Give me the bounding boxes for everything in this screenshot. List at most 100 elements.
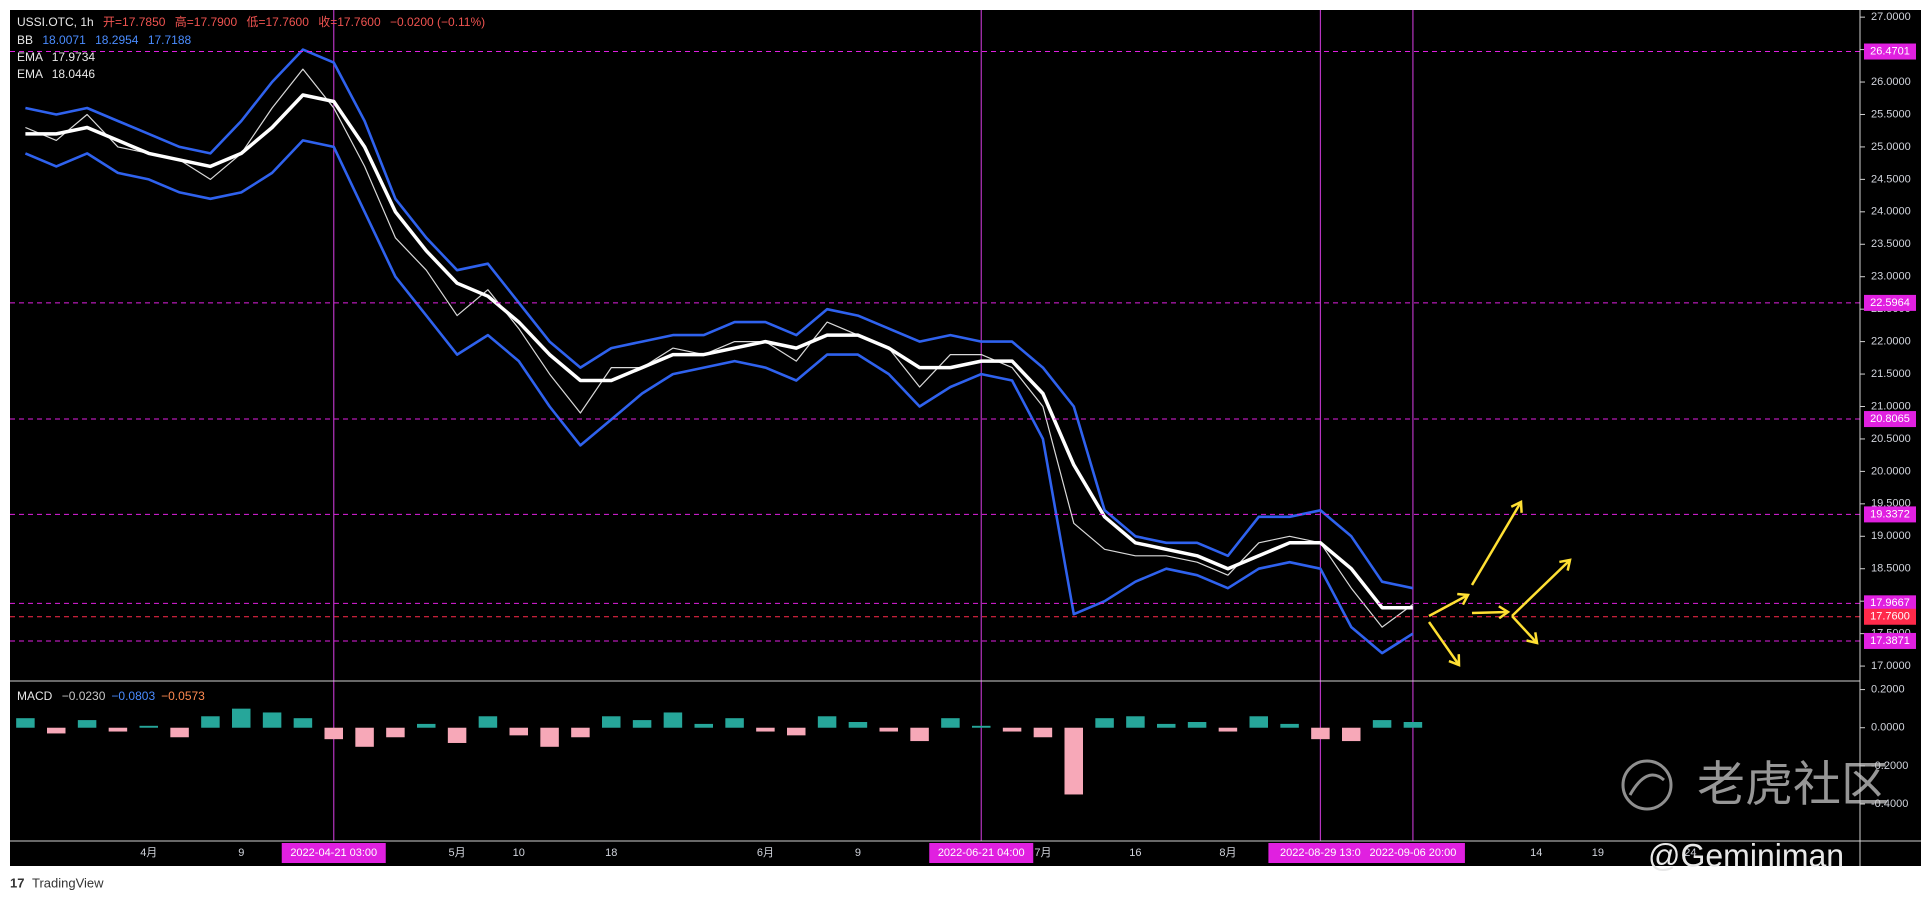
indicator-name: EMA: [17, 50, 43, 64]
indicator: EMA 18.0446: [17, 67, 95, 81]
x-tick-label: 14: [1530, 847, 1542, 859]
y-tick-label: 27.0000: [1871, 11, 1911, 23]
brand-logo: 17: [10, 875, 24, 890]
x-tick-label: 18: [605, 847, 617, 859]
arrow: [1511, 615, 1537, 643]
macd-bar: [972, 725, 991, 728]
x-tick-label: 2022-08-29 13:0: [1280, 847, 1361, 859]
price-line: [25, 48, 1414, 590]
y-tick-label: 0.2000: [1871, 683, 1905, 695]
level-label-bg: [1864, 632, 1916, 649]
macd-bar: [1033, 727, 1053, 738]
macd-bar: [848, 722, 868, 728]
x-tick-label: 2022-09-06 20:00: [1369, 847, 1456, 859]
level-label: 19.3372: [1870, 508, 1910, 520]
macd-bar: [293, 718, 313, 728]
macd-bar: [1372, 720, 1392, 728]
low: 低=17.7600: [247, 15, 310, 29]
x-tick-label: 10: [513, 847, 525, 859]
level-label-bg: [1864, 294, 1916, 311]
macd-bar: [602, 716, 621, 728]
macd-bar: [1403, 722, 1423, 728]
macd-bar: [386, 727, 405, 738]
event-label-bg: [929, 843, 1034, 863]
indicator-value: 18.0071: [42, 33, 86, 47]
macd-bar: [663, 712, 683, 728]
level-label-bg: [1864, 506, 1916, 523]
level-label-bg: [1864, 595, 1916, 612]
macd-bar: [1249, 716, 1268, 728]
macd-bar: [910, 727, 929, 742]
macd-bar: [1126, 716, 1145, 728]
arrow: [1428, 595, 1468, 618]
arrows: [1427, 502, 1570, 665]
macd-value: −0.0803: [111, 689, 155, 703]
macd-bar: [232, 708, 251, 728]
arrow: [1511, 560, 1570, 617]
brand: TradingView: [32, 875, 104, 890]
arrow: [1427, 621, 1459, 665]
arrow: [1471, 612, 1508, 613]
macd-bar: [1157, 723, 1176, 728]
macd-bar: [201, 716, 220, 728]
level-label-bg: [1864, 608, 1916, 625]
macd-bar: [16, 718, 35, 728]
macd-bar: [1187, 722, 1207, 728]
level-label: 22.5964: [1870, 297, 1910, 309]
x-tick-label: 19: [1592, 847, 1604, 859]
y-tick-label: -0.2000: [1871, 760, 1908, 772]
level-label: 26.4701: [1870, 45, 1910, 57]
event-label-bg: [281, 843, 386, 863]
level-label: 17.7600: [1870, 611, 1910, 623]
y-tick-label: 19.0000: [1871, 530, 1911, 542]
header: USSI.OTC, 1h 开=17.7850 高=17.7900 低=17.76…: [17, 14, 485, 29]
macd-bar: [324, 727, 343, 740]
x-tick-label: 2022-06-21 04:00: [938, 847, 1025, 859]
close: 收=17.7600: [318, 15, 381, 29]
indicator-value: 18.2954: [95, 33, 139, 47]
y-tick-label: 21.0000: [1871, 400, 1911, 412]
y-tick-label: 23.0000: [1871, 271, 1911, 283]
macd-bar: [108, 727, 128, 732]
y-tick-label: 21.5000: [1871, 368, 1911, 380]
watermark: 老虎社区: [1621, 759, 1889, 812]
y-tick-label: 22.0000: [1871, 336, 1911, 348]
author: @Geminiman: [1648, 837, 1844, 873]
macd-bar: [571, 727, 590, 738]
arrow: [1470, 502, 1521, 586]
level-label-bg: [1864, 411, 1916, 428]
level-label: 20.8065: [1870, 413, 1910, 425]
watermark-logo: [1628, 773, 1665, 796]
price-line: [24, 139, 1414, 655]
y-tick-label: -0.4000: [1871, 798, 1908, 810]
macd-bar: [879, 727, 898, 732]
y-tick-label: 24.5000: [1871, 173, 1911, 185]
macd-bar: [170, 727, 189, 738]
watermark-logo: [1621, 759, 1673, 811]
x-tick-label: 9: [238, 847, 244, 859]
macd-bar: [1095, 718, 1114, 728]
macd-bar: [756, 727, 775, 732]
y-tick-label: 20.5000: [1871, 433, 1911, 445]
y-tick-label: 17.0000: [1871, 660, 1911, 672]
macd-bar: [1064, 727, 1083, 795]
event-label-bg: [1268, 843, 1373, 863]
macd-bar: [1280, 723, 1299, 728]
macd-bar: [509, 727, 528, 736]
y-tick-label: 25.5000: [1871, 108, 1911, 120]
indicator-name: BB: [17, 33, 33, 47]
macd-bar: [355, 727, 374, 747]
y-tick-label: 0.0000: [1871, 722, 1905, 734]
open: 开=17.7850: [103, 15, 166, 29]
x-tick-label: 8月: [1219, 847, 1236, 859]
watermark-text: 老虎社区: [1697, 759, 1889, 812]
macd-bar: [1342, 727, 1361, 742]
chart-bg: [10, 10, 1921, 866]
macd-legend: MACD −0.0230 −0.0803 −0.0573: [17, 689, 205, 703]
macd-bar: [1218, 727, 1238, 732]
indicator-value: 17.7188: [148, 33, 192, 47]
macd-bar: [1311, 727, 1330, 740]
macd-value: −0.0230: [62, 689, 106, 703]
